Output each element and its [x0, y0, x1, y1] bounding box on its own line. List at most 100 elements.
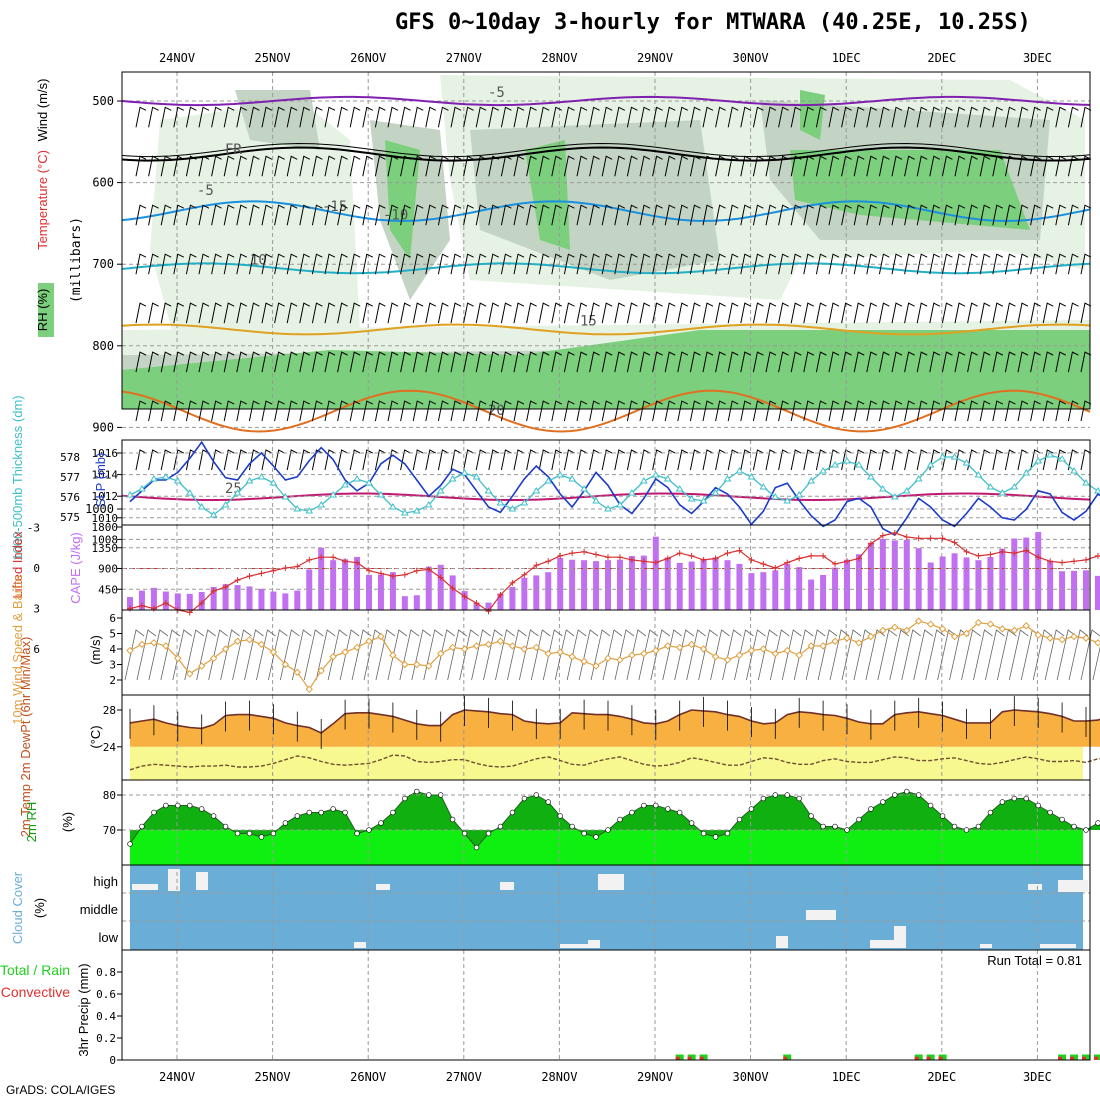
wind-barb — [475, 253, 487, 275]
thickness-marker — [687, 495, 696, 502]
wind-barb — [488, 449, 500, 471]
wind10m-axis-label: 10m Wind Speed & Barbs — [10, 575, 25, 725]
lifted-index-marker — [903, 533, 910, 540]
wind-speed-marker — [532, 643, 541, 652]
lifted-index-marker — [736, 547, 743, 554]
wind-barb — [626, 302, 638, 324]
date-label-bottom: 24NOV — [159, 1070, 195, 1084]
thickness-marker — [699, 497, 708, 504]
precip-tick-label: 0.6 — [96, 988, 116, 1001]
wind-barb — [500, 204, 512, 226]
wind-barb — [614, 106, 626, 128]
wind-barb — [878, 155, 890, 177]
wind-barb — [311, 204, 323, 226]
thickness-marker — [508, 505, 517, 512]
wind-barb — [941, 204, 953, 226]
wind-speed-marker — [628, 651, 636, 659]
cloud-level-label: middle — [80, 902, 118, 917]
cape-bar — [915, 548, 922, 610]
wind-barb — [639, 449, 651, 471]
wind-barb — [765, 253, 777, 275]
wind-speed-marker — [831, 637, 839, 645]
wind-barb — [828, 400, 840, 422]
cape-bar — [999, 548, 1006, 610]
wind-barb — [979, 204, 991, 226]
wind-barb — [374, 106, 386, 128]
wind-barb — [662, 629, 682, 681]
wind-barb — [236, 155, 248, 177]
thickness-marker — [723, 475, 732, 482]
cape-bar — [354, 556, 361, 610]
wind-barb — [236, 204, 248, 226]
wind-barb — [828, 155, 840, 177]
wind-barb — [752, 302, 764, 324]
wind-barb — [311, 106, 323, 128]
wind-barb — [1017, 449, 1029, 471]
cape-bar — [700, 558, 707, 610]
thickness-marker — [843, 457, 851, 464]
rh2m-marker — [545, 799, 551, 805]
wind-barb — [916, 106, 928, 128]
lifted-index-marker — [282, 565, 289, 571]
wind-barb — [437, 302, 449, 324]
wind-barb — [362, 351, 374, 373]
wind-barb — [929, 400, 941, 422]
wind-barb — [148, 155, 159, 177]
wind-barb — [677, 351, 689, 373]
rh2m-marker — [832, 823, 838, 830]
lifted-index-marker — [784, 559, 791, 566]
wind-barb — [929, 253, 941, 275]
wind-barb — [1017, 155, 1029, 177]
wind-barb — [677, 155, 689, 177]
wind-barb — [488, 302, 500, 324]
wind-barb — [702, 155, 714, 177]
cape-tick-label: 1350 — [92, 542, 119, 555]
wind-barb — [1008, 629, 1029, 681]
wind-barb — [589, 302, 600, 324]
wind-speed-marker — [795, 651, 803, 659]
lifted-index-tick-label: 0 — [33, 562, 40, 575]
wind-speed-marker — [903, 626, 911, 635]
wind-barb — [979, 400, 991, 422]
thickness-marker — [1022, 469, 1031, 476]
cloud-level-label: low — [98, 930, 118, 945]
wind-barb — [765, 400, 777, 422]
wind-barb — [337, 106, 348, 128]
date-label-top: 27NOV — [446, 51, 482, 65]
wind-barb — [702, 351, 714, 373]
rh2m-marker — [127, 841, 133, 847]
wind-speed-marker — [926, 620, 935, 628]
thickness-marker — [1070, 467, 1078, 474]
wind-barb — [853, 253, 865, 275]
wind-barb — [866, 106, 878, 128]
wind-barb — [223, 400, 235, 422]
wind-barb — [211, 204, 222, 226]
wind-barb — [526, 155, 537, 177]
wind-barb — [299, 400, 311, 422]
thickness-marker — [245, 477, 254, 484]
rh-region — [385, 140, 420, 260]
wind-barb — [518, 629, 539, 681]
wind-barb — [450, 449, 462, 471]
rh2m-marker — [187, 802, 193, 809]
lifted-index-marker — [545, 558, 552, 565]
wind-barb — [526, 400, 537, 422]
wind-barb — [135, 155, 147, 177]
cape-bar — [222, 584, 229, 610]
wind-barb — [904, 449, 915, 471]
wind-barb — [878, 400, 890, 422]
rh2m-marker — [808, 813, 814, 819]
wind-barb — [992, 155, 1004, 177]
wind-barb — [941, 351, 953, 373]
wind-barb — [979, 155, 991, 177]
wind-barb — [412, 400, 424, 422]
wind-barb — [437, 351, 449, 373]
wind-barb — [248, 253, 260, 275]
wind-barb — [299, 106, 311, 128]
wind-barb — [374, 253, 386, 275]
wind-barb — [148, 629, 169, 681]
wind-speed-marker — [1010, 626, 1019, 635]
wind-barb — [412, 204, 424, 226]
wind-speed-marker — [317, 666, 325, 675]
wind-barb — [752, 351, 764, 373]
